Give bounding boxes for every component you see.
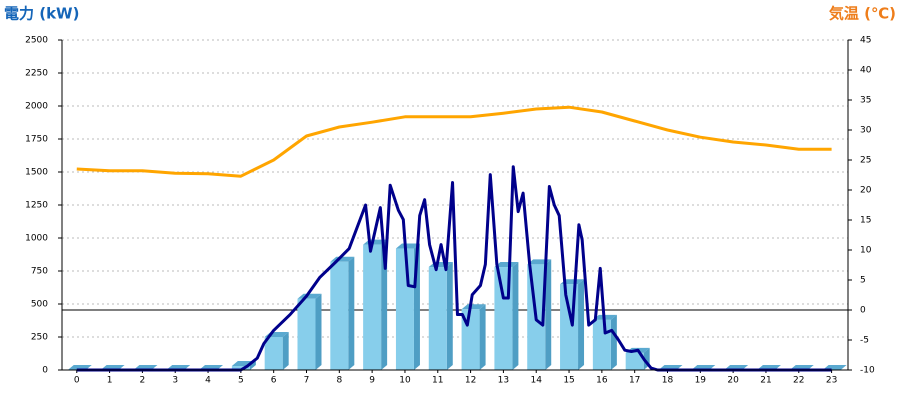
y-tick-label: 2500 [25,36,48,46]
x-tick-label: 12 [465,376,476,386]
y-tick-label: 1000 [25,234,48,244]
line [76,165,832,372]
bar [428,267,447,370]
y2-tick-label: 5 [860,276,866,286]
bar-side [578,279,585,370]
x-tick-label: 14 [530,376,542,386]
bar [395,248,414,370]
y2-tick-label: 40 [860,66,872,76]
bar [363,244,382,370]
y-tick-label: 1250 [25,201,48,211]
y-tick-label: 2000 [25,102,48,112]
bar [330,261,349,370]
y-axis-title: 電力 (kW) [4,5,79,23]
line [76,105,832,178]
bar-side [381,239,388,370]
x-tick-label: 0 [74,376,80,386]
bar-top [461,304,486,310]
x-tick-label: 9 [369,376,375,386]
y-tick-label: 2250 [25,69,48,79]
x-tick-label: 3 [172,376,178,386]
x-tick-label: 11 [432,376,443,386]
x-tick-label: 8 [336,376,342,386]
y2-axis-title: 気温 (℃) [829,5,896,23]
x-tick-label: 6 [271,376,277,386]
y-tick-label: 0 [42,366,48,376]
bar-side [512,262,519,370]
x-tick-label: 19 [695,376,707,386]
x-tick-label: 15 [563,376,574,386]
bar [231,366,250,370]
bar-side [282,332,289,370]
y2-tick-label: 15 [860,216,871,226]
bar [592,319,611,370]
y2-tick-label: 20 [860,186,872,196]
x-tick-label: 10 [399,376,411,386]
y2-tick-label: 10 [860,246,872,256]
bar-side [348,256,355,370]
y2-tick-label: -5 [860,336,869,346]
bar-side [315,293,322,370]
y2-tick-label: 0 [860,306,866,316]
y-tick-label: 750 [31,267,48,277]
x-tick-label: 23 [826,376,837,386]
bar-top [494,262,519,268]
y-tick-label: 1750 [25,135,48,145]
x-tick-label: 17 [629,376,640,386]
y2-tick-label: 25 [860,156,871,166]
x-tick-label: 20 [727,376,739,386]
y-tick-label: 250 [31,333,48,343]
bar-side [479,304,486,370]
x-tick-label: 2 [140,376,146,386]
bar-side [610,314,617,370]
bar [264,337,283,370]
x-tick-label: 5 [238,376,244,386]
bar-side [249,361,256,370]
y-tick-label: 500 [31,300,48,310]
x-tick-label: 22 [793,376,804,386]
y2-tick-label: 35 [860,96,871,106]
bar-side [446,262,453,370]
x-tick-label: 1 [107,376,113,386]
y-tick-label: 1500 [25,168,48,178]
bar-top [395,243,420,249]
y2-tick-label: 45 [860,36,871,46]
bar [625,352,644,370]
bar [297,298,316,370]
y2-tick-label: 30 [860,126,872,136]
x-tick-label: 21 [760,376,771,386]
x-tick-label: 4 [205,376,211,386]
x-tick-label: 16 [596,376,608,386]
bar-side [545,259,552,370]
x-tick-label: 18 [662,376,674,386]
x-tick-label: 13 [498,376,509,386]
x-tick-label: 7 [304,376,310,386]
y2-tick-label: -10 [860,366,875,376]
